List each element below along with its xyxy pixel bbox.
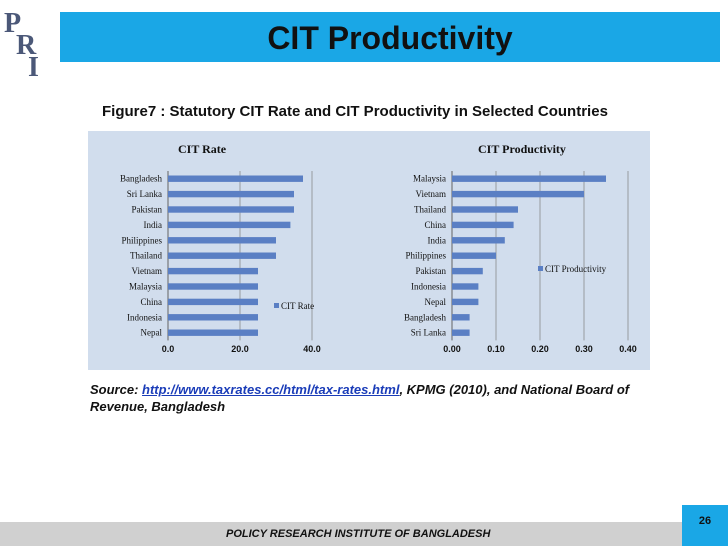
- cit-productivity-bar: [452, 175, 606, 182]
- cit-rate-tick-label: 40.0: [303, 344, 321, 354]
- cit-rate-bar: [168, 175, 303, 182]
- footer-text: POLICY RESEARCH INSTITUTE OF BANGLADESH: [226, 528, 491, 540]
- cit-productivity-category-label: China: [425, 220, 447, 230]
- cit-rate-bar: [168, 298, 258, 306]
- cit-rate-bar: [168, 221, 291, 229]
- cit-rate-category-label: Pakistan: [132, 205, 163, 215]
- cit-productivity-bar: [452, 221, 514, 229]
- cit-rate-legend-swatch: [274, 303, 279, 308]
- source-prefix: Source:: [90, 382, 143, 397]
- cit-rate-bar: [168, 252, 276, 259]
- charts-svg: CIT Rate 0.0 20.0 40.0 Bangladesh Sri Lanka Pa…: [120, 142, 637, 354]
- footer-bar: POLICY RESEARCH INSTITUTE OF BANGLADESH: [0, 522, 728, 546]
- cit-rate-bar: [168, 190, 294, 198]
- pri-logo: P R I: [2, 2, 46, 83]
- cit-productivity-tick-label: 0.40: [619, 344, 637, 354]
- cit-productivity-tick-label: 0.30: [575, 344, 593, 354]
- cit-productivity-bar: [452, 314, 470, 321]
- cit-rate-chart: CIT Rate 0.0 20.0 40.0 Bangladesh Sri Lanka Pa…: [120, 142, 321, 354]
- cit-rate-category-label: Bangladesh: [120, 174, 162, 184]
- page-number-box: 26: [682, 505, 728, 546]
- cit-rate-category-label: Thailand: [130, 251, 162, 261]
- cit-productivity-legend-label: CIT Productivity: [545, 264, 607, 274]
- cit-productivity-category-label: India: [428, 235, 447, 245]
- cit-rate-bar: [168, 314, 258, 321]
- cit-productivity-tick-label: 0.00: [443, 344, 461, 354]
- cit-productivity-category-label: Nepal: [425, 297, 447, 307]
- svg-text:P: P: [4, 8, 21, 39]
- cit-rate-category-label: Vietnam: [132, 266, 162, 276]
- slide-title: CIT Productivity: [267, 20, 513, 56]
- source-note: Source: http://www.taxrates.cc/html/tax-…: [90, 381, 690, 415]
- title-bar: CIT Productivity: [60, 12, 720, 62]
- chart-panel: CIT Rate 0.0 20.0 40.0 Bangladesh Sri Lanka Pa…: [88, 131, 650, 370]
- cit-rate-title: CIT Rate: [178, 142, 227, 156]
- cit-productivity-bar: [452, 190, 584, 198]
- page-number: 26: [698, 515, 712, 527]
- cit-productivity-category-label: Thailand: [414, 205, 446, 215]
- cit-productivity-category-label: Indonesia: [411, 282, 446, 292]
- cit-rate-legend-label: CIT Rate: [281, 301, 314, 311]
- cit-productivity-category-label: Vietnam: [416, 189, 446, 199]
- figure-title: Figure7 : Statutory CIT Rate and CIT Pro…: [102, 103, 608, 120]
- svg-text:I: I: [28, 52, 39, 80]
- cit-productivity-legend-swatch: [538, 266, 543, 271]
- cit-productivity-bar: [452, 298, 479, 306]
- cit-productivity-title: CIT Productivity: [478, 142, 566, 156]
- cit-rate-bar: [168, 267, 258, 275]
- cit-rate-category-label: India: [144, 220, 163, 230]
- source-suffix: , KPMG (2010), and National Board of Rev…: [90, 382, 630, 414]
- cit-productivity-bar: [452, 206, 518, 213]
- cit-rate-tick-label: 0.0: [162, 344, 175, 354]
- cit-productivity-category-label: Philippines: [405, 251, 446, 261]
- cit-rate-category-label: Philippines: [121, 235, 162, 245]
- cit-productivity-category-label: Malaysia: [413, 174, 446, 184]
- cit-rate-bar: [168, 283, 258, 290]
- cit-productivity-bar: [452, 237, 505, 244]
- cit-rate-bar: [168, 237, 276, 244]
- svg-text:R: R: [16, 30, 37, 61]
- cit-rate-category-label: Sri Lanka: [127, 189, 162, 199]
- cit-productivity-bar: [452, 283, 479, 290]
- cit-productivity-chart: CIT Productivity 0.00 0.10 0.20 0.30 0.40 Mala…: [404, 142, 637, 354]
- source-link[interactable]: http://www.taxrates.cc/html/tax-rates.ht…: [142, 382, 400, 397]
- cit-productivity-tick-label: 0.10: [487, 344, 505, 354]
- cit-rate-category-label: Malaysia: [129, 282, 162, 292]
- cit-productivity-category-label: Pakistan: [416, 266, 447, 276]
- cit-productivity-category-label: Sri Lanka: [411, 328, 446, 338]
- cit-rate-bar: [168, 206, 294, 213]
- cit-rate-category-label: Indonesia: [127, 312, 162, 322]
- cit-rate-category-label: Nepal: [141, 328, 163, 338]
- cit-productivity-bar: [452, 252, 496, 259]
- cit-rate-tick-label: 20.0: [231, 344, 249, 354]
- cit-productivity-category-label: Bangladesh: [404, 312, 446, 322]
- cit-rate-category-label: China: [141, 297, 163, 307]
- cit-rate-bar: [168, 329, 258, 336]
- cit-productivity-bar: [452, 267, 483, 275]
- cit-productivity-bar: [452, 329, 470, 336]
- cit-productivity-tick-label: 0.20: [531, 344, 549, 354]
